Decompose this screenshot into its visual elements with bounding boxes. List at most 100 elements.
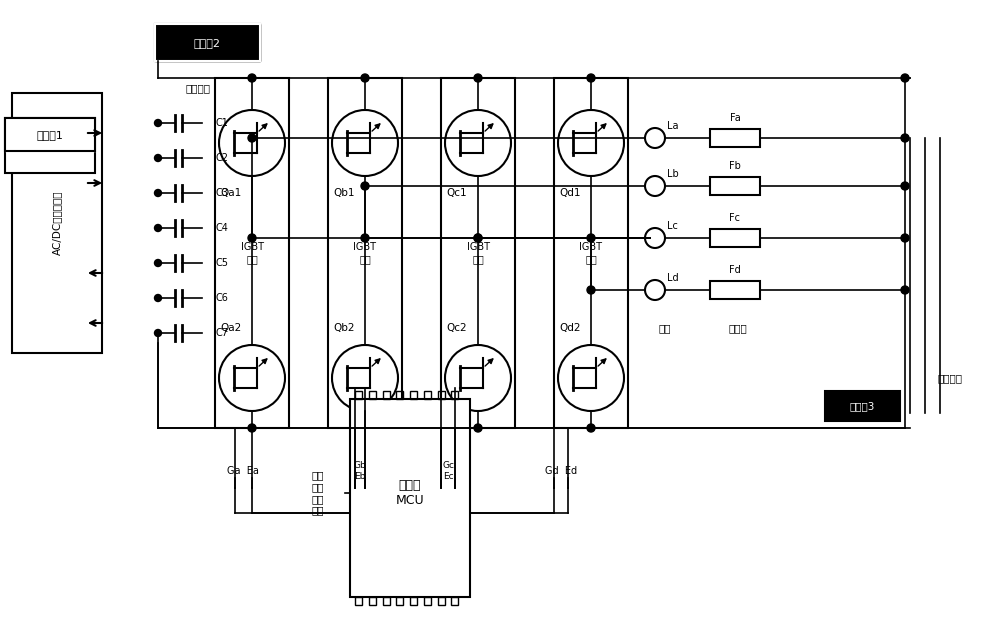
Bar bbox=[328, 78, 402, 428]
Bar bbox=[710, 281, 760, 299]
Text: Qd1: Qd1 bbox=[559, 188, 580, 198]
Text: C2: C2 bbox=[215, 153, 228, 163]
Bar bbox=[424, 597, 431, 605]
Circle shape bbox=[248, 424, 256, 432]
Bar bbox=[451, 597, 458, 605]
Circle shape bbox=[901, 74, 909, 82]
Text: IGBT
模块: IGBT 模块 bbox=[466, 242, 490, 264]
Text: 电解电容: 电解电容 bbox=[185, 83, 210, 93]
Text: Lc: Lc bbox=[667, 221, 678, 231]
Circle shape bbox=[474, 424, 482, 432]
Text: Qa1: Qa1 bbox=[220, 188, 241, 198]
Text: 电池负载: 电池负载 bbox=[938, 373, 962, 383]
Circle shape bbox=[154, 120, 162, 127]
Text: 测试点1: 测试点1 bbox=[37, 130, 63, 140]
Text: Qd2: Qd2 bbox=[559, 323, 580, 333]
Circle shape bbox=[248, 234, 256, 242]
Text: 测试点3: 测试点3 bbox=[850, 401, 875, 411]
Circle shape bbox=[474, 234, 482, 242]
Bar bbox=[5, 118, 95, 173]
Text: C7: C7 bbox=[215, 328, 228, 338]
Bar bbox=[825, 391, 900, 421]
Text: Ld: Ld bbox=[667, 273, 679, 283]
Bar bbox=[369, 391, 376, 399]
Bar bbox=[451, 391, 458, 399]
Text: Fd: Fd bbox=[729, 265, 741, 275]
Bar bbox=[215, 78, 289, 428]
Text: 分流器: 分流器 bbox=[729, 323, 747, 333]
Bar bbox=[710, 177, 760, 195]
Circle shape bbox=[587, 74, 595, 82]
Text: C1: C1 bbox=[215, 118, 228, 128]
Bar bbox=[441, 78, 515, 428]
Text: C6: C6 bbox=[215, 293, 228, 303]
Text: AC/DC双向逆变器: AC/DC双向逆变器 bbox=[52, 191, 62, 255]
Bar bbox=[155, 24, 260, 61]
Circle shape bbox=[587, 234, 595, 242]
Circle shape bbox=[361, 234, 369, 242]
Text: Lb: Lb bbox=[667, 169, 679, 179]
Text: C3: C3 bbox=[215, 188, 228, 198]
Bar bbox=[5, 118, 95, 151]
Circle shape bbox=[901, 182, 909, 190]
Circle shape bbox=[587, 286, 595, 294]
Text: 片内
错相
工作
方式: 片内 错相 工作 方式 bbox=[312, 470, 324, 515]
Bar bbox=[554, 78, 628, 428]
Text: C4: C4 bbox=[215, 223, 228, 233]
Text: 测试点2: 测试点2 bbox=[193, 38, 220, 48]
Text: Qb1: Qb1 bbox=[333, 188, 354, 198]
Circle shape bbox=[154, 260, 162, 266]
Bar bbox=[155, 24, 260, 61]
Text: IGBT
模块: IGBT 模块 bbox=[354, 242, 376, 264]
Circle shape bbox=[361, 182, 369, 190]
Text: Qc2: Qc2 bbox=[446, 323, 467, 333]
Circle shape bbox=[154, 154, 162, 161]
Bar bbox=[710, 129, 760, 147]
Circle shape bbox=[474, 74, 482, 82]
Circle shape bbox=[154, 225, 162, 232]
Bar bbox=[12, 93, 102, 353]
Circle shape bbox=[901, 286, 909, 294]
Text: IGBT
模块: IGBT 模块 bbox=[580, 242, 602, 264]
Bar bbox=[438, 391, 444, 399]
Circle shape bbox=[901, 234, 909, 242]
Circle shape bbox=[901, 134, 909, 142]
Text: Ga  Ea: Ga Ea bbox=[227, 466, 259, 476]
Bar bbox=[438, 597, 444, 605]
Bar bbox=[396, 391, 403, 399]
Circle shape bbox=[361, 424, 369, 432]
Text: 单片机
MCU: 单片机 MCU bbox=[396, 479, 424, 507]
Bar bbox=[355, 391, 362, 399]
Bar bbox=[710, 229, 760, 247]
Text: Gd  Ed: Gd Ed bbox=[545, 466, 577, 476]
Text: IGBT
模块: IGBT 模块 bbox=[240, 242, 264, 264]
Circle shape bbox=[154, 294, 162, 301]
Bar bbox=[355, 597, 362, 605]
Circle shape bbox=[587, 424, 595, 432]
Circle shape bbox=[248, 134, 256, 142]
Circle shape bbox=[154, 189, 162, 196]
Text: Qa2: Qa2 bbox=[220, 323, 241, 333]
Circle shape bbox=[248, 74, 256, 82]
Text: Gb
Eb: Gb Eb bbox=[354, 461, 366, 480]
Bar bbox=[410, 391, 417, 399]
Text: 电感: 电感 bbox=[659, 323, 671, 333]
Bar bbox=[396, 597, 403, 605]
Text: Qb2: Qb2 bbox=[333, 323, 354, 333]
Circle shape bbox=[154, 330, 162, 337]
Bar bbox=[424, 391, 431, 399]
Text: La: La bbox=[667, 121, 678, 131]
Bar bbox=[5, 118, 95, 151]
Circle shape bbox=[361, 74, 369, 82]
Bar bbox=[382, 391, 390, 399]
Bar bbox=[155, 24, 260, 61]
Text: Fa: Fa bbox=[730, 113, 740, 123]
Text: C5: C5 bbox=[215, 258, 228, 268]
Text: Qc1: Qc1 bbox=[446, 188, 467, 198]
Text: Fc: Fc bbox=[730, 213, 740, 223]
Bar bbox=[350, 399, 470, 597]
Bar bbox=[410, 597, 417, 605]
Bar bbox=[382, 597, 390, 605]
Text: Fb: Fb bbox=[729, 161, 741, 171]
Circle shape bbox=[474, 234, 482, 242]
